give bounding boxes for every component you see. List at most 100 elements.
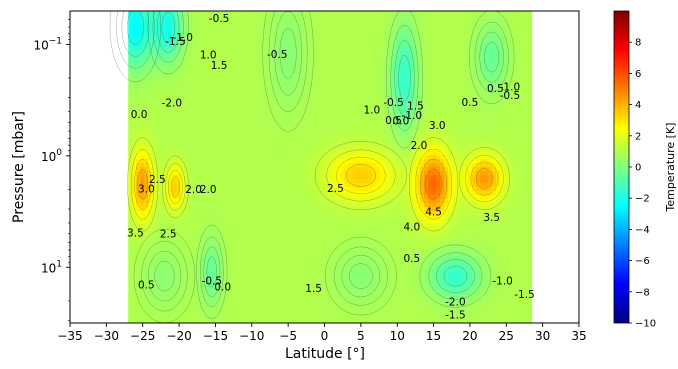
heatmap-cell xyxy=(316,167,320,171)
heatmap-cell xyxy=(352,39,356,43)
heatmap-cell xyxy=(244,275,248,279)
heatmap-cell xyxy=(212,167,216,171)
heatmap-cell xyxy=(348,227,352,231)
heatmap-cell xyxy=(372,19,376,23)
heatmap-cell xyxy=(152,155,156,159)
heatmap-cell xyxy=(260,231,264,235)
heatmap-cell xyxy=(368,35,372,39)
heatmap-cell xyxy=(244,263,248,267)
heatmap-cell xyxy=(140,123,144,127)
heatmap-cell xyxy=(340,63,344,67)
heatmap-cell xyxy=(324,219,328,223)
heatmap-cell xyxy=(160,119,164,123)
heatmap-cell xyxy=(380,115,384,119)
heatmap-cell xyxy=(236,159,240,163)
heatmap-cell xyxy=(172,183,176,187)
heatmap-cell xyxy=(352,27,356,31)
heatmap-cell xyxy=(132,311,136,315)
heatmap-cell xyxy=(216,203,220,207)
heatmap-cell xyxy=(324,123,328,127)
heatmap-cell xyxy=(296,47,300,51)
heatmap-cell xyxy=(372,87,376,91)
heatmap-cell xyxy=(176,71,180,75)
heatmap-cell xyxy=(232,171,236,175)
heatmap-cell xyxy=(196,11,200,15)
heatmap-cell xyxy=(212,79,216,83)
heatmap-cell xyxy=(184,23,188,27)
heatmap-cell xyxy=(268,307,272,311)
heatmap-cell xyxy=(244,139,248,143)
heatmap-cell xyxy=(256,111,260,115)
heatmap-cell xyxy=(372,183,376,187)
heatmap-cell xyxy=(316,255,320,259)
heatmap-cell xyxy=(188,203,192,207)
heatmap-cell xyxy=(136,15,140,19)
heatmap-cell xyxy=(292,295,296,299)
heatmap-cell xyxy=(252,155,256,159)
heatmap-cell xyxy=(160,263,164,267)
heatmap-cell xyxy=(244,91,248,95)
heatmap-cell xyxy=(192,167,196,171)
heatmap-cell xyxy=(316,243,320,247)
heatmap-cell xyxy=(260,59,264,63)
heatmap-cell xyxy=(128,43,132,47)
heatmap-cell xyxy=(192,103,196,107)
heatmap-cell xyxy=(320,167,324,171)
heatmap-cell xyxy=(356,31,360,35)
heatmap-cell xyxy=(224,187,228,191)
heatmap-cell xyxy=(168,223,172,227)
heatmap-cell xyxy=(316,199,320,203)
heatmap-cell xyxy=(336,131,340,135)
heatmap-cell xyxy=(296,139,300,143)
heatmap-cell xyxy=(152,315,156,319)
heatmap-cell xyxy=(240,287,244,291)
heatmap-cell xyxy=(316,11,320,15)
heatmap-cell xyxy=(224,135,228,139)
heatmap-cell xyxy=(240,131,244,135)
heatmap-cell xyxy=(172,247,176,251)
heatmap-cell xyxy=(184,155,188,159)
heatmap-cell xyxy=(196,295,200,299)
heatmap-cell xyxy=(216,147,220,151)
heatmap-cell xyxy=(324,211,328,215)
heatmap-cell xyxy=(200,155,204,159)
heatmap-cell xyxy=(168,271,172,275)
heatmap-cell xyxy=(248,103,252,107)
heatmap-cell xyxy=(332,219,336,223)
heatmap-cell xyxy=(184,303,188,307)
heatmap-cell xyxy=(292,19,296,23)
heatmap-cell xyxy=(280,247,284,251)
heatmap-cell xyxy=(204,43,208,47)
heatmap-cell xyxy=(364,23,368,27)
heatmap-cell xyxy=(328,235,332,239)
heatmap-cell xyxy=(292,299,296,303)
heatmap-cell xyxy=(352,239,356,243)
heatmap-cell xyxy=(208,171,212,175)
heatmap-cell xyxy=(264,15,268,19)
heatmap-cell xyxy=(196,115,200,119)
heatmap-cell xyxy=(156,31,160,35)
heatmap-cell xyxy=(180,311,184,315)
heatmap-cell xyxy=(280,43,284,47)
heatmap-cell xyxy=(240,295,244,299)
heatmap-cell xyxy=(232,223,236,227)
heatmap-cell xyxy=(160,75,164,79)
heatmap-cell xyxy=(268,159,272,163)
heatmap-cell xyxy=(340,215,344,219)
heatmap-cell xyxy=(284,119,288,123)
heatmap-cell xyxy=(316,239,320,243)
heatmap-cell xyxy=(208,207,212,211)
heatmap-cell xyxy=(284,215,288,219)
heatmap-cell xyxy=(288,295,292,299)
heatmap-cell xyxy=(220,315,224,319)
heatmap-cell xyxy=(336,87,340,91)
heatmap-cell xyxy=(296,127,300,131)
heatmap-cell xyxy=(248,307,252,311)
heatmap-cell xyxy=(344,19,348,23)
heatmap-cell xyxy=(208,299,212,303)
heatmap-cell xyxy=(248,295,252,299)
heatmap-cell xyxy=(324,251,328,255)
heatmap-cell xyxy=(260,11,264,15)
heatmap-cell xyxy=(200,135,204,139)
heatmap-cell xyxy=(208,103,212,107)
